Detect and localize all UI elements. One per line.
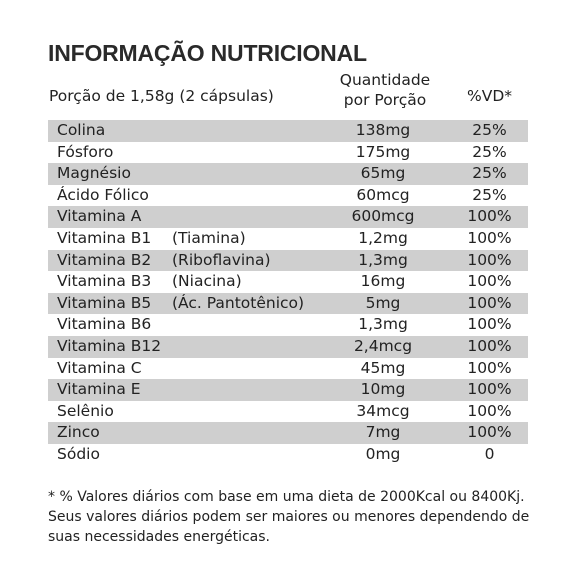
nutrient-quantity: 60mcg bbox=[356, 185, 410, 204]
nutrient-alt-name: (Ác. Pantotênico) bbox=[172, 293, 305, 312]
table-row: Magnésio 65mg 25% bbox=[48, 163, 528, 185]
table-row: Selênio 34mcg 100% bbox=[48, 401, 528, 423]
nutrient-name: Vitamina B3 bbox=[57, 272, 152, 291]
nutrient-name: Ácido Fólico bbox=[57, 185, 149, 204]
nutrient-daily-value: 100% bbox=[467, 401, 512, 420]
table-row: Vitamina E 10mg 100% bbox=[48, 379, 528, 401]
footnote: * % Valores diários com base em uma diet… bbox=[48, 489, 530, 545]
table-row: Zinco 7mg 100% bbox=[48, 422, 528, 444]
nutrient-name: Colina bbox=[57, 121, 106, 139]
nutrient-name: Selênio bbox=[57, 401, 114, 420]
nutrient-name: Zinco bbox=[57, 423, 100, 442]
nutrient-name: Vitamina B12 bbox=[57, 336, 162, 355]
table-row: Sódio 0mg 0 bbox=[48, 444, 528, 466]
nutrient-daily-value: 25% bbox=[472, 142, 507, 161]
nutrient-quantity: 1,3mg bbox=[358, 250, 408, 269]
table-row: Vitamina B2 (Riboflavina) 1,3mg 100% bbox=[48, 249, 528, 272]
nutrient-daily-value: 100% bbox=[467, 358, 512, 377]
nutrient-daily-value: 100% bbox=[467, 293, 512, 312]
nutrient-daily-value: 100% bbox=[467, 207, 512, 226]
header-daily-value: %VD* bbox=[466, 87, 513, 105]
nutrient-name: Sódio bbox=[57, 444, 100, 463]
nutrient-name: Vitamina B1 bbox=[57, 228, 152, 247]
nutrient-daily-value: 100% bbox=[467, 228, 512, 247]
nutrient-quantity: 1,3mg bbox=[358, 315, 408, 334]
nutrient-quantity: 16mg bbox=[360, 272, 406, 291]
header-quantity-line2: por Porção bbox=[343, 91, 427, 109]
nutrient-name: Fósforo bbox=[57, 142, 114, 161]
nutrition-title: INFORMAÇÃO NUTRICIONAL bbox=[48, 40, 367, 66]
header-quantity-line1: Quantidade bbox=[339, 71, 431, 89]
nutrient-alt-name: (Niacina) bbox=[172, 272, 242, 291]
nutrient-quantity: 600mcg bbox=[351, 207, 415, 226]
nutrient-name: Vitamina B5 bbox=[57, 293, 152, 312]
table-row: Ácido Fólico 60mcg 25% bbox=[48, 185, 528, 207]
nutrient-daily-value: 100% bbox=[467, 272, 512, 291]
nutrient-quantity: 1,2mg bbox=[358, 228, 408, 247]
table-row: Vitamina A 600mcg 100% bbox=[48, 206, 528, 228]
nutrient-name: Vitamina C bbox=[57, 358, 142, 377]
nutrient-quantity: 0mg bbox=[365, 444, 401, 463]
nutrient-quantity: 5mg bbox=[365, 293, 401, 312]
table-row: Vitamina B3 (Niacina) 16mg 100% bbox=[48, 271, 528, 293]
nutrient-quantity: 34mcg bbox=[356, 401, 410, 420]
nutrient-name: Vitamina E bbox=[57, 380, 141, 399]
nutrient-quantity: 2,4mcg bbox=[353, 336, 413, 355]
nutrient-alt-name: (Tiamina) bbox=[172, 228, 246, 247]
table-row: Colina 138mg 25% bbox=[48, 120, 528, 142]
nutrient-daily-value: 100% bbox=[467, 315, 512, 334]
table-row: Vitamina B1 (Tiamina) 1,2mg 100% bbox=[48, 228, 528, 250]
header-quantity: Quantidade por Porção bbox=[330, 70, 440, 110]
table-row: Vitamina C 45mg 100% bbox=[48, 358, 528, 380]
nutrient-name: Magnésio bbox=[57, 164, 131, 183]
nutrient-daily-value: 100% bbox=[467, 380, 512, 399]
nutrient-name: Vitamina B6 bbox=[57, 315, 152, 334]
table-row: Vitamina B6 1,3mg 100% bbox=[48, 314, 528, 336]
table-row: Vitamina B12 2,4mcg 100% bbox=[48, 335, 528, 358]
nutrient-quantity: 175mg bbox=[355, 142, 411, 161]
portion-label: Porção de 1,58g (2 cápsulas) bbox=[49, 87, 274, 105]
nutrient-daily-value: 25% bbox=[472, 164, 507, 183]
nutrient-name: Vitamina B2 bbox=[57, 250, 152, 269]
nutrient-quantity: 10mg bbox=[360, 380, 406, 399]
nutrient-daily-value: 100% bbox=[467, 250, 512, 269]
nutrition-table: Colina 138mg 25% Fósforo 175mg 25% Magnésio 65m… bbox=[48, 120, 528, 466]
nutrient-daily-value: 25% bbox=[472, 185, 507, 204]
table-row: Vitamina B5 (Ác. Pantotênico) 5mg 100% bbox=[48, 292, 528, 315]
nutrient-daily-value: 0 bbox=[484, 444, 495, 463]
nutrient-quantity: 65mg bbox=[360, 164, 406, 183]
nutrient-daily-value: 25% bbox=[472, 121, 507, 139]
nutrient-quantity: 138mg bbox=[355, 121, 411, 139]
nutrient-quantity: 7mg bbox=[365, 423, 401, 442]
nutrient-quantity: 45mg bbox=[360, 358, 406, 377]
nutrient-daily-value: 100% bbox=[467, 423, 512, 442]
nutrient-name: Vitamina A bbox=[57, 207, 142, 226]
nutrient-alt-name: (Riboflavina) bbox=[172, 250, 271, 269]
nutrient-daily-value: 100% bbox=[467, 336, 512, 355]
table-row: Fósforo 175mg 25% bbox=[48, 142, 528, 164]
